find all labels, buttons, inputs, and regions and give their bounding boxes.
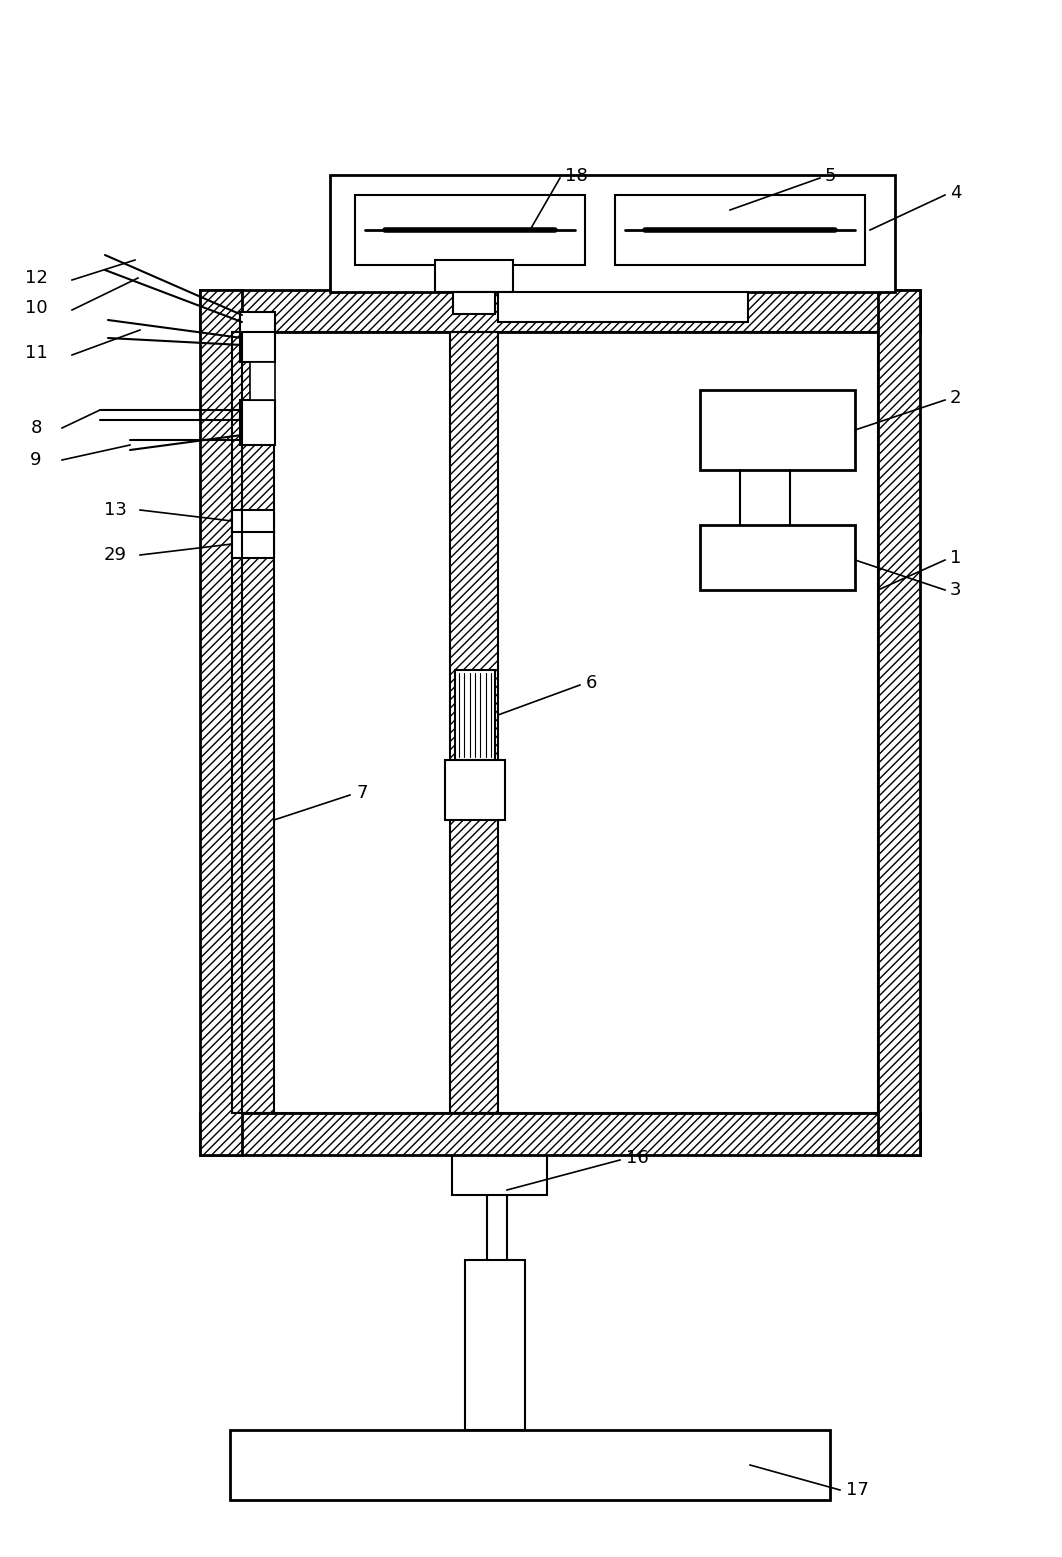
Text: 10: 10 [24, 299, 48, 318]
Text: 5: 5 [825, 167, 837, 185]
Bar [445, 760, 506, 821]
Text: 18: 18 [565, 167, 587, 185]
Bar [498, 293, 748, 322]
Bar [240, 400, 275, 445]
Bar [465, 1260, 525, 1429]
Bar [450, 332, 498, 1113]
Bar [700, 525, 855, 590]
Bar [355, 195, 585, 265]
Bar [230, 1429, 830, 1499]
Text: 12: 12 [24, 269, 48, 286]
Bar [455, 670, 495, 760]
Bar [330, 174, 895, 293]
Text: 7: 7 [356, 785, 367, 802]
Text: 1: 1 [950, 550, 961, 567]
Bar [232, 529, 274, 557]
Bar [200, 290, 242, 1155]
Text: 4: 4 [950, 184, 961, 202]
Text: 16: 16 [626, 1149, 649, 1168]
Text: 13: 13 [104, 501, 126, 518]
Text: 6: 6 [586, 674, 597, 691]
Text: 17: 17 [846, 1481, 869, 1499]
Bar [240, 311, 275, 361]
Text: 8: 8 [31, 419, 41, 438]
Bar [878, 290, 920, 1155]
Text: 2: 2 [950, 389, 961, 406]
Bar [435, 260, 513, 293]
Bar [200, 290, 920, 332]
Text: 9: 9 [30, 452, 41, 469]
Bar [615, 195, 866, 265]
Bar [452, 1155, 547, 1196]
Text: 29: 29 [103, 547, 126, 564]
Bar [700, 389, 855, 470]
Bar [453, 293, 495, 315]
Text: 3: 3 [950, 581, 961, 599]
Text: 11: 11 [24, 344, 48, 361]
Bar [232, 511, 274, 532]
Bar [200, 1113, 920, 1155]
Bar [250, 361, 275, 400]
Bar [232, 332, 274, 1113]
